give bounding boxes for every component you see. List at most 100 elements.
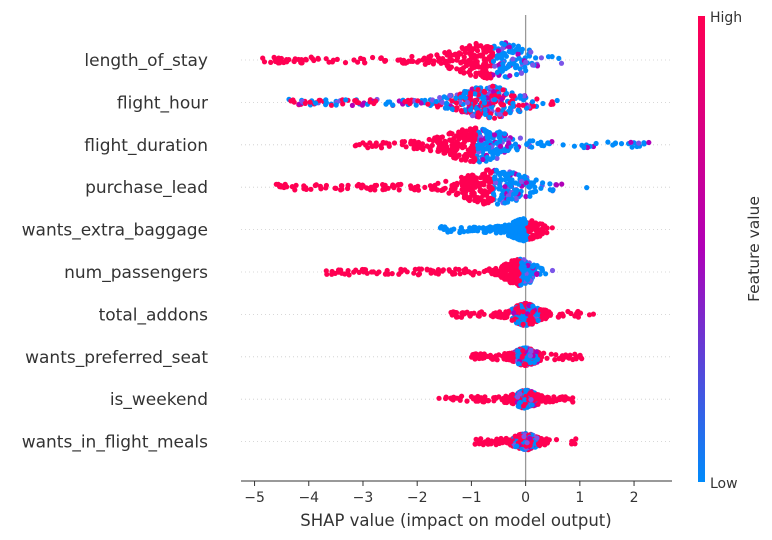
shap-point: [418, 266, 425, 272]
shap-point: [453, 95, 459, 101]
shap-point: [474, 48, 481, 54]
shap-point: [520, 102, 526, 108]
shap-point: [449, 98, 455, 104]
shap-point: [420, 146, 426, 152]
shap-point: [504, 267, 511, 273]
shap-point: [436, 146, 442, 152]
shap-point: [391, 140, 398, 146]
shap-point: [353, 267, 359, 273]
shap-point: [268, 59, 274, 65]
shap-point: [476, 441, 482, 447]
shap-point: [518, 282, 524, 288]
shap-point: [529, 144, 535, 150]
shap-point: [521, 433, 527, 440]
shap-point: [523, 180, 529, 186]
shap-point: [503, 53, 509, 59]
shap-point: [473, 398, 479, 404]
shap-point: [509, 196, 515, 202]
feature-label: wants_extra_baggage: [22, 221, 208, 241]
shap-point: [378, 55, 384, 62]
shap-point: [552, 357, 558, 363]
shap-point: [364, 185, 370, 191]
shap-point: [410, 58, 416, 64]
shap-point: [484, 75, 490, 81]
shap-point: [504, 396, 510, 402]
shap-point: [529, 99, 536, 105]
shap-point: [507, 73, 513, 79]
shap-point: [452, 185, 458, 191]
shap-point: [581, 144, 587, 151]
shap-point: [460, 190, 466, 196]
shap-point: [646, 139, 652, 146]
shap-point: [463, 193, 469, 199]
shap-point: [540, 180, 546, 186]
shap-point: [508, 93, 515, 99]
shap-point: [466, 69, 472, 75]
shap-point: [422, 61, 428, 67]
shap-point: [448, 137, 454, 144]
shap-point: [415, 272, 421, 278]
shap-point: [533, 55, 539, 61]
shap-point: [512, 141, 519, 147]
shap-point: [530, 303, 536, 309]
shap-point: [371, 100, 377, 107]
shap-point: [499, 96, 505, 102]
shap-point: [567, 352, 573, 358]
shap-point: [482, 56, 488, 62]
shap-point: [497, 143, 504, 149]
shap-point: [440, 56, 446, 62]
shap-point: [482, 439, 488, 445]
shap-point: [524, 440, 530, 446]
shap-point: [490, 191, 497, 197]
shap-point: [499, 353, 506, 359]
shap-point: [370, 143, 376, 149]
shap-point: [527, 190, 534, 196]
shap-point: [317, 183, 323, 189]
shap-point: [485, 398, 491, 404]
shap-point: [466, 133, 472, 139]
shap-point: [569, 438, 575, 444]
shap-point: [468, 394, 474, 400]
shap-point: [579, 356, 585, 362]
shap-point: [538, 398, 545, 404]
shap-point: [510, 391, 516, 397]
shap-point: [515, 319, 521, 325]
shap-point: [449, 106, 455, 112]
shap-point: [469, 113, 476, 119]
shap-point: [472, 99, 478, 105]
shap-point: [323, 182, 329, 189]
shap-point: [544, 395, 550, 401]
shap-point: [464, 398, 470, 404]
shap-point: [526, 303, 532, 309]
shap-point: [510, 100, 516, 106]
shap-point: [482, 107, 488, 113]
shap-point: [538, 185, 544, 191]
shap-point: [461, 131, 467, 138]
shap-point: [547, 399, 553, 405]
shap-point: [482, 128, 488, 135]
shap-point: [506, 44, 512, 50]
shap-point: [345, 182, 351, 188]
shap-point: [492, 97, 498, 103]
shap-point: [412, 187, 418, 193]
shap-point: [476, 270, 482, 276]
shap-point: [461, 136, 467, 142]
shap-point: [271, 54, 277, 61]
shap-point: [487, 268, 493, 274]
shap-point: [539, 266, 545, 272]
shap-point: [478, 309, 485, 315]
shap-point: [501, 262, 507, 268]
shap-point: [515, 107, 521, 113]
shap-point: [593, 140, 599, 147]
shap-point: [530, 264, 536, 270]
shap-point: [514, 443, 520, 449]
shap-point: [498, 176, 504, 182]
shap-point: [551, 394, 557, 400]
shap-point: [465, 173, 471, 179]
shap-point: [500, 61, 506, 67]
shap-point: [508, 273, 514, 279]
shap-point: [487, 114, 493, 120]
shap-point: [553, 398, 560, 404]
shap-point: [429, 186, 435, 192]
